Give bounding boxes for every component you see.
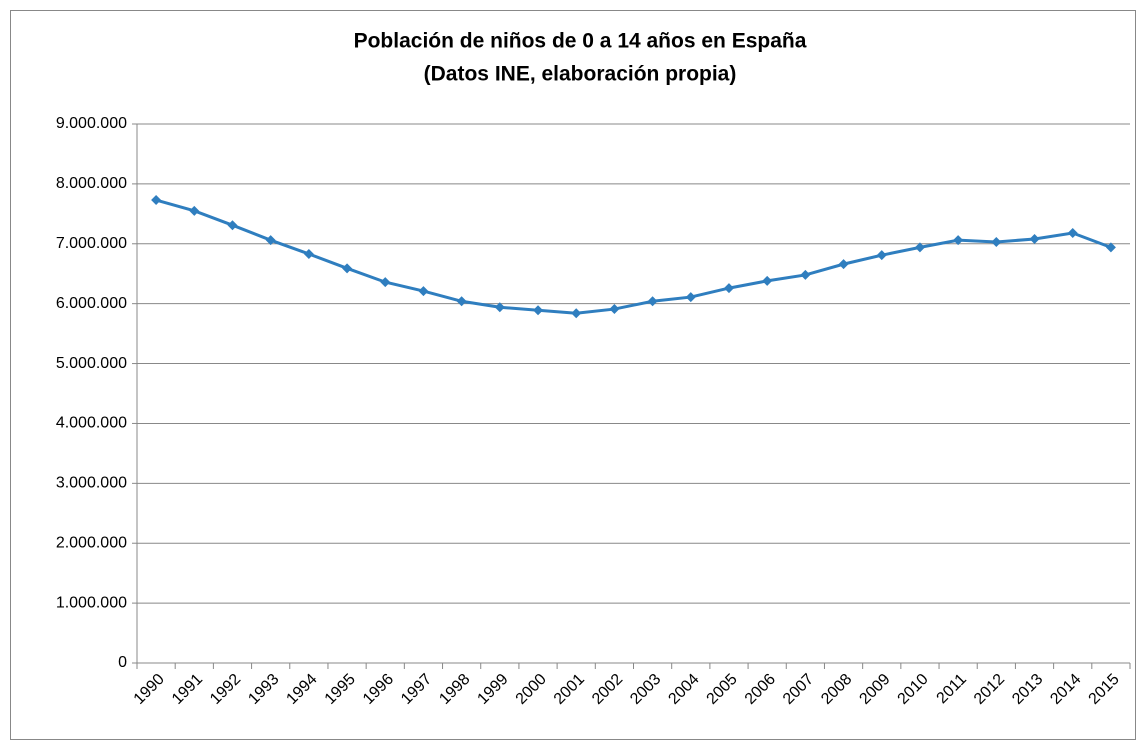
point-marker xyxy=(1029,233,1040,244)
y-tick-label: 4.000.000 xyxy=(56,415,127,432)
point-marker xyxy=(265,235,276,246)
y-tick-label: 3.000.000 xyxy=(56,475,127,492)
point-marker xyxy=(189,205,200,216)
point-marker xyxy=(342,263,353,274)
y-tick-label: 6.000.000 xyxy=(56,295,127,312)
point-marker xyxy=(418,286,429,297)
point-marker xyxy=(762,275,773,286)
point-marker xyxy=(723,283,734,294)
y-tick-label: 7.000.000 xyxy=(56,235,127,252)
point-marker xyxy=(647,296,658,307)
point-marker xyxy=(380,277,391,288)
chart-frame xyxy=(10,10,1136,740)
y-tick-label: 2.000.000 xyxy=(56,534,127,551)
point-marker xyxy=(914,242,925,253)
point-marker xyxy=(303,248,314,259)
point-marker xyxy=(991,236,1002,247)
y-tick-label: 1.000.000 xyxy=(56,594,127,611)
point-marker xyxy=(876,250,887,261)
point-marker xyxy=(800,269,811,280)
point-marker xyxy=(685,292,696,303)
chart-title: Población de niños de 0 a 14 años en Esp… xyxy=(354,30,807,53)
point-marker xyxy=(494,302,505,313)
point-marker xyxy=(1105,242,1116,253)
point-marker xyxy=(533,305,544,316)
point-marker xyxy=(1067,227,1078,238)
y-tick-label: 9.000.000 xyxy=(56,115,127,132)
point-marker xyxy=(456,296,467,307)
point-marker xyxy=(151,195,162,206)
point-marker xyxy=(953,235,964,246)
y-tick-label: 8.000.000 xyxy=(56,175,127,192)
series-line xyxy=(155,198,1112,315)
y-tick-label: 0 xyxy=(118,654,127,671)
point-marker xyxy=(609,304,620,315)
point-marker xyxy=(838,259,849,270)
point-marker xyxy=(571,308,582,319)
point-marker xyxy=(227,220,238,231)
chart-subtitle: (Datos INE, elaboración propia) xyxy=(424,63,737,86)
y-tick-label: 5.000.000 xyxy=(56,355,127,372)
